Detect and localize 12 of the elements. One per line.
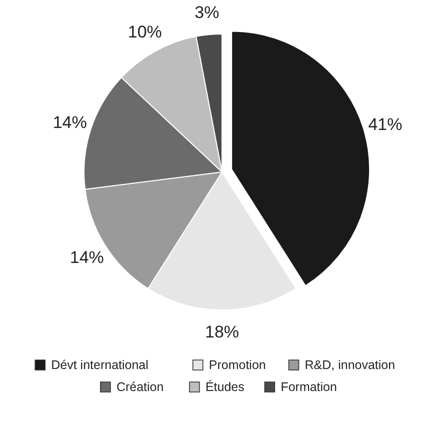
data-label: 41%	[368, 115, 402, 134]
legend-label: Dévt international	[51, 358, 148, 372]
legend-label: R&D, innovation	[304, 358, 396, 372]
legend-label: Études	[205, 380, 244, 394]
legend-label: Promotion	[208, 358, 266, 372]
data-label: 3%	[194, 3, 220, 22]
data-label: 18%	[204, 322, 240, 342]
data-label: 14%	[70, 248, 104, 268]
legend-label: Formation	[280, 380, 338, 394]
legend-label: Création	[116, 380, 164, 394]
data-label: 14%	[52, 113, 87, 132]
data-label: 10%	[128, 22, 162, 42]
